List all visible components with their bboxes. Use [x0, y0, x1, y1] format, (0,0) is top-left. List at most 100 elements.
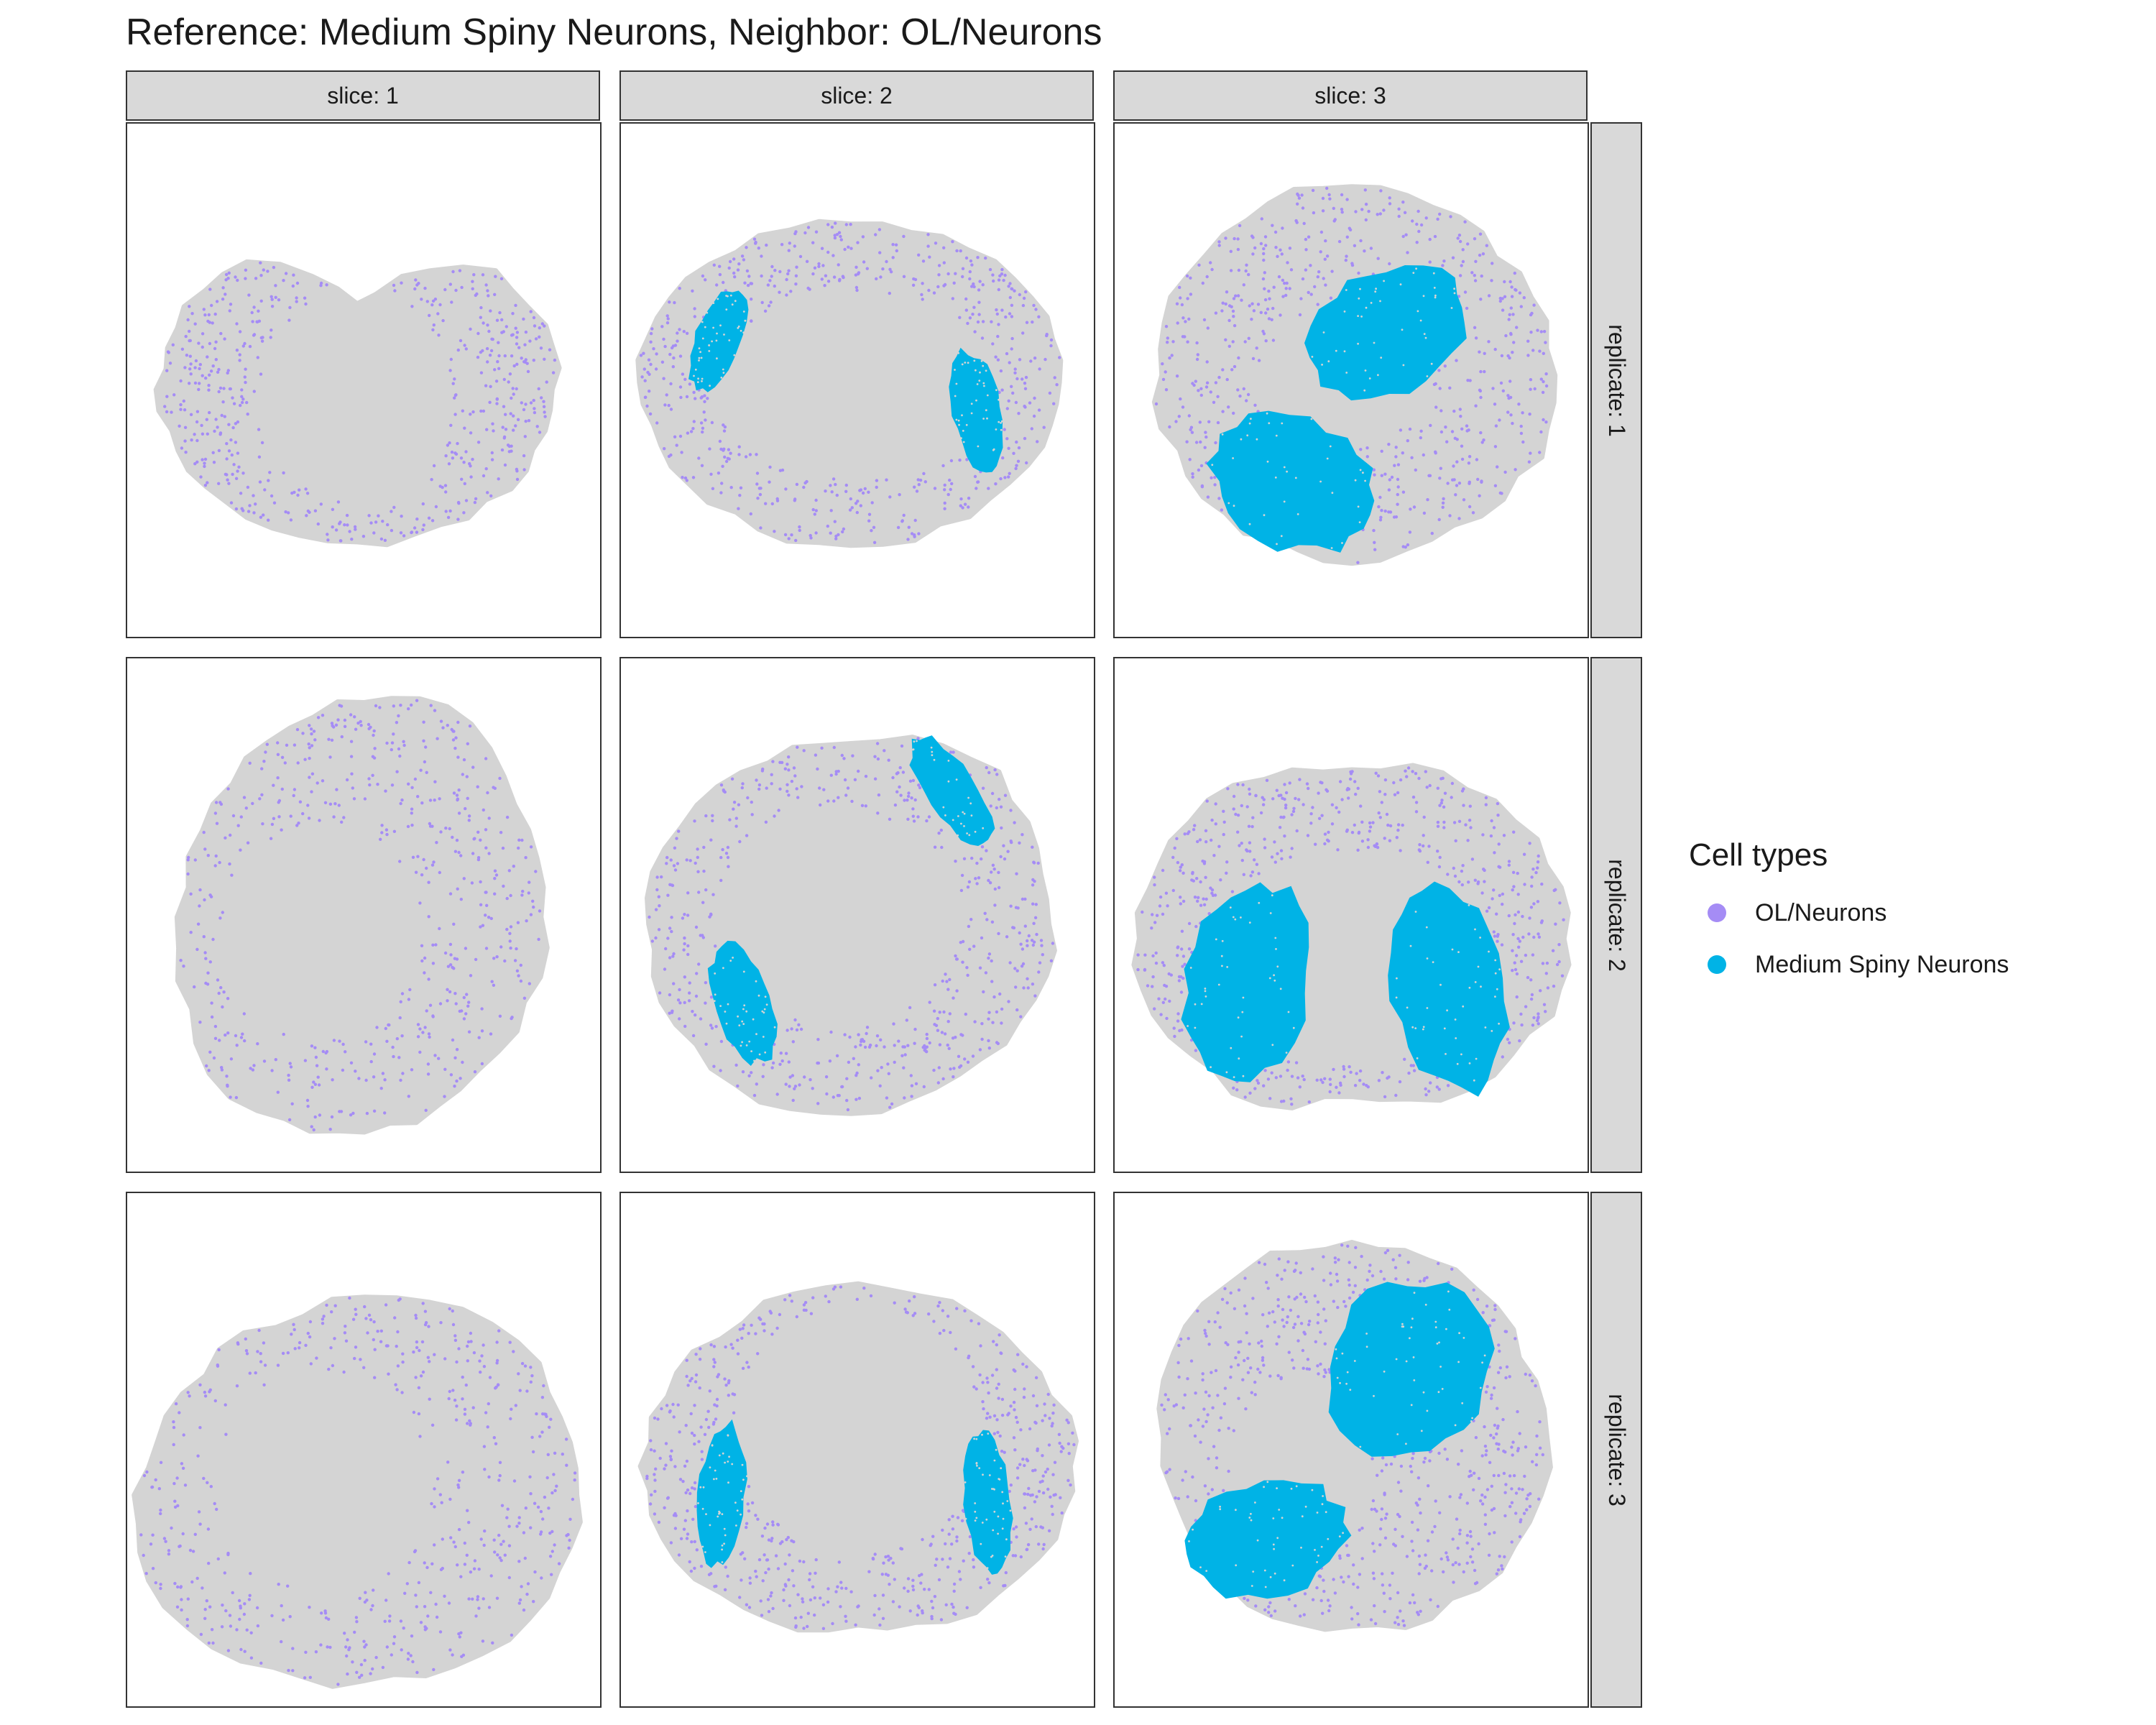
- ol-neuron-point: [293, 1347, 297, 1351]
- ol-neuron-point: [455, 838, 459, 842]
- ol-neuron-point: [270, 1069, 274, 1072]
- ol-neuron-point: [397, 714, 400, 718]
- ol-neuron-point: [240, 400, 244, 405]
- ol-neuron-point: [243, 375, 247, 379]
- ol-neuron-point: [1467, 880, 1470, 884]
- ol-neuron-point: [709, 838, 713, 842]
- ol-neuron-point: [1498, 491, 1502, 495]
- ol-neuron-point: [1498, 299, 1502, 303]
- ol-neuron-point: [1468, 482, 1471, 485]
- ol-neuron-point: [797, 1023, 801, 1026]
- ol-neuron-point: [789, 290, 793, 293]
- ol-neuron-point: [703, 400, 706, 403]
- background-cell-point: [1296, 513, 1299, 515]
- ol-neuron-point: [743, 1557, 747, 1560]
- ol-neuron-point: [1198, 420, 1202, 424]
- ol-neuron-point: [658, 991, 662, 995]
- ol-neuron-point: [759, 1599, 763, 1603]
- ol-neuron-point: [490, 337, 494, 341]
- ol-neuron-point: [1437, 369, 1441, 372]
- ol-neuron-point: [417, 1581, 421, 1585]
- ol-neuron-point: [1410, 1470, 1414, 1473]
- ol-neuron-point: [931, 1606, 935, 1610]
- ol-neuron-point: [215, 1507, 218, 1512]
- ol-neuron-point: [992, 279, 995, 283]
- ol-neuron-point: [529, 1526, 533, 1530]
- background-cell-point: [1416, 310, 1419, 313]
- ol-neuron-point: [1540, 919, 1544, 923]
- ol-neuron-point: [1452, 1581, 1455, 1584]
- ol-neuron-point: [1191, 472, 1194, 476]
- ol-neuron-point: [878, 1084, 882, 1087]
- ol-neuron-point: [728, 818, 732, 822]
- ol-neuron-point: [432, 464, 436, 468]
- ol-neuron-point: [1227, 318, 1231, 323]
- ol-neuron-point: [992, 868, 996, 871]
- panel-plot-area: [1151, 184, 1558, 566]
- ol-neuron-point: [678, 988, 681, 992]
- ol-neuron-point: [305, 492, 310, 495]
- medium-spiny-neurons-gaps: [1311, 267, 1456, 392]
- ol-neuron-point: [672, 952, 676, 956]
- background-cell-point: [1215, 938, 1217, 941]
- ol-neuron-point: [1217, 375, 1221, 380]
- ol-neuron-point: [1329, 1271, 1332, 1275]
- ol-neuron-point: [787, 1060, 791, 1064]
- background-cell-point: [763, 1011, 765, 1014]
- ol-neuron-point: [234, 1095, 239, 1100]
- ol-neuron-point: [198, 1426, 202, 1430]
- ol-neuron-point: [459, 339, 463, 343]
- ol-neuron-point: [794, 538, 798, 543]
- ol-neuron-point: [211, 321, 214, 325]
- ol-neuron-point: [645, 404, 649, 408]
- ol-neuron-point: [1511, 933, 1515, 937]
- ol-neuron-point: [1232, 1429, 1235, 1432]
- ol-neuron-point: [362, 1639, 366, 1643]
- ol-neuron-point: [1274, 1076, 1278, 1080]
- ol-neuron-point: [457, 788, 461, 792]
- ol-neuron-point: [676, 339, 679, 343]
- background-cell-point: [1246, 434, 1249, 437]
- ol-neuron-point: [415, 530, 419, 534]
- ol-neuron-point: [410, 811, 413, 815]
- ol-neuron-point: [873, 1593, 877, 1598]
- ol-neuron-point: [214, 358, 218, 362]
- ol-neuron-point: [1353, 1284, 1357, 1287]
- ol-neuron-point: [1510, 1445, 1514, 1449]
- ol-neuron-point: [937, 264, 941, 267]
- ol-neuron-point: [1465, 429, 1469, 433]
- ol-neuron-point: [1194, 1392, 1197, 1395]
- ol-neuron-point: [1295, 829, 1299, 833]
- ol-neuron-point: [995, 773, 999, 776]
- ol-neuron-point: [325, 1303, 328, 1307]
- ol-neuron-point: [1511, 421, 1514, 426]
- background-cell-point: [1451, 948, 1454, 951]
- ol-neuron-point: [893, 1578, 896, 1581]
- ol-neuron-point: [737, 507, 740, 510]
- ol-neuron-point: [809, 536, 813, 540]
- background-cell-point: [1354, 479, 1357, 482]
- ol-neuron-point: [1037, 1489, 1041, 1494]
- ol-neuron-point: [1299, 1322, 1304, 1325]
- ol-neuron-point: [930, 1599, 934, 1604]
- ol-neuron-point: [1332, 1067, 1335, 1072]
- ol-neuron-point: [1463, 290, 1468, 294]
- ol-neuron-point: [213, 811, 218, 815]
- ol-neuron-point: [1248, 850, 1252, 853]
- ol-neuron-point: [411, 855, 415, 859]
- ol-neuron-point: [984, 971, 988, 975]
- ol-neuron-point: [947, 1532, 951, 1536]
- ol-neuron-point: [422, 739, 425, 742]
- ol-neuron-point: [1555, 962, 1560, 967]
- ol-neuron-point: [715, 1404, 719, 1408]
- ol-neuron-point: [787, 269, 791, 272]
- ol-neuron-point: [813, 266, 817, 270]
- ol-neuron-point: [911, 1584, 915, 1588]
- ol-neuron-point: [304, 1343, 308, 1347]
- background-cell-point: [997, 1532, 999, 1535]
- ol-neuron-point: [262, 760, 266, 763]
- ol-neuron-point: [218, 433, 222, 436]
- ol-neuron-point: [454, 1418, 459, 1422]
- ol-neuron-point: [1204, 435, 1208, 439]
- ol-neuron-point: [833, 234, 837, 237]
